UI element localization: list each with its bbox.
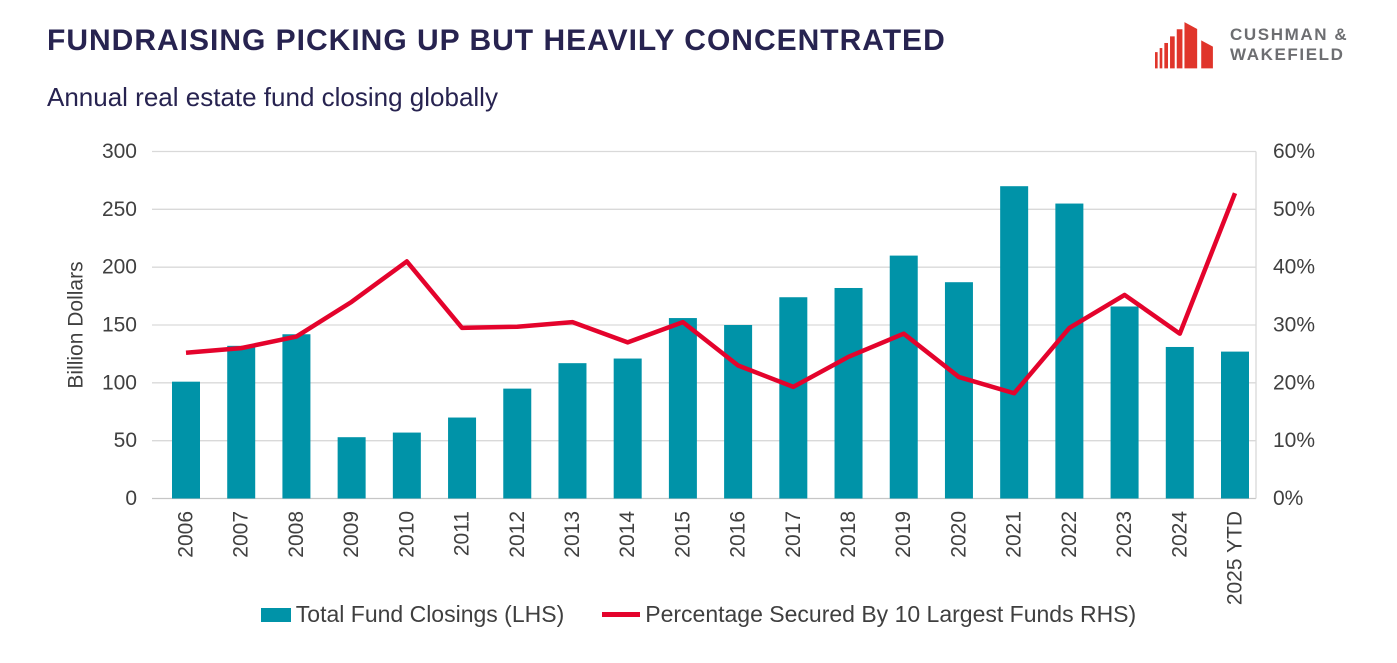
page-title: FUNDRAISING PICKING UP BUT HEAVILY CONCE… xyxy=(47,24,946,57)
bar-2006 xyxy=(172,381,200,499)
x-axis-label-2010: 2010 xyxy=(395,511,418,558)
right-axis-tick-label: 40% xyxy=(1273,256,1315,279)
right-axis-tick-label: 60% xyxy=(1273,140,1315,163)
x-axis-label-2013: 2013 xyxy=(561,511,584,558)
bar-2008 xyxy=(282,334,311,499)
right-axis-tick-label: 0% xyxy=(1273,487,1303,510)
right-axis-tick-label: 10% xyxy=(1273,429,1315,452)
x-axis-label-2009: 2009 xyxy=(340,511,363,558)
left-axis-tick-label: 150 xyxy=(102,314,137,337)
chart-legend: Total Fund Closings (LHS) Percentage Sec… xyxy=(0,601,1397,628)
x-axis-label-2018: 2018 xyxy=(837,511,860,558)
bar-2024 xyxy=(1165,346,1194,499)
right-axis-tick-label: 50% xyxy=(1273,198,1315,221)
legend-item-bars: Total Fund Closings (LHS) xyxy=(260,601,565,628)
bar-2016 xyxy=(724,325,753,499)
right-axis-tick-label: 20% xyxy=(1273,371,1315,394)
x-axis-label-2020: 2020 xyxy=(947,511,970,558)
bar-2010 xyxy=(392,432,421,499)
line-series-label: Percentage Secured By 10 Largest Funds R… xyxy=(645,601,1137,627)
company-logo: CUSHMAN & WAKEFIELD xyxy=(1155,20,1348,69)
x-axis-label-2015: 2015 xyxy=(671,511,694,558)
legend-item-line: Percentage Secured By 10 Largest Funds R… xyxy=(602,601,1136,628)
bar-2018 xyxy=(834,287,863,499)
bar-2020 xyxy=(944,282,973,499)
bar-series-label: Total Fund Closings (LHS) xyxy=(295,601,565,627)
bar-2021 xyxy=(1000,186,1029,499)
left-axis-title: Billion Dollars xyxy=(65,261,88,388)
bar-2014 xyxy=(613,358,642,499)
left-axis-tick-label: 50 xyxy=(114,429,137,452)
bar-2023 xyxy=(1110,306,1139,499)
x-axis-label-2008: 2008 xyxy=(285,511,308,558)
logo-line2: WAKEFIELD xyxy=(1230,44,1345,64)
x-axis-label-2014: 2014 xyxy=(616,511,639,558)
bar-2019 xyxy=(889,255,918,499)
bar-2015 xyxy=(668,318,697,499)
x-axis-label-2025-ytd: 2025 YTD xyxy=(1224,511,1247,605)
bar-2011 xyxy=(448,417,477,499)
left-axis-tick-label: 300 xyxy=(102,140,137,163)
page-subtitle: Annual real estate fund closing globally xyxy=(47,82,498,112)
right-axis-tick-label: 30% xyxy=(1273,314,1315,337)
bar-2013 xyxy=(558,363,587,499)
bar-2009 xyxy=(337,437,366,499)
logo-wordmark: CUSHMAN & WAKEFIELD xyxy=(1230,25,1348,64)
bar-2017 xyxy=(779,297,808,499)
x-axis-label-2023: 2023 xyxy=(1113,511,1136,558)
x-axis-label-2017: 2017 xyxy=(782,511,805,558)
x-axis-label-2012: 2012 xyxy=(506,511,529,558)
percentage-trend-line xyxy=(185,192,1238,396)
line-series-swatch xyxy=(602,612,641,617)
bar-2007 xyxy=(227,345,256,499)
logo-building-icon xyxy=(1155,22,1213,69)
x-axis-label-2021: 2021 xyxy=(1003,511,1026,558)
x-axis-label-2016: 2016 xyxy=(727,511,750,558)
bar-series-swatch xyxy=(260,607,291,622)
bar-2025-ytd xyxy=(1221,351,1249,499)
x-axis-label-2007: 2007 xyxy=(230,511,253,558)
bar-2022 xyxy=(1055,203,1084,499)
x-axis-label-2011: 2011 xyxy=(451,511,474,556)
left-axis-tick-label: 200 xyxy=(102,256,137,279)
x-axis-label-2024: 2024 xyxy=(1168,511,1191,558)
left-axis-tick-label: 250 xyxy=(102,198,137,221)
bar-2012 xyxy=(503,388,532,499)
x-axis-label-2006: 2006 xyxy=(175,511,198,558)
logo-line1: CUSHMAN & xyxy=(1230,24,1349,44)
x-axis-label-2019: 2019 xyxy=(892,511,915,558)
x-axis-label-2022: 2022 xyxy=(1058,511,1081,558)
left-axis-tick-label: 0 xyxy=(125,487,137,510)
left-axis-tick-label: 100 xyxy=(102,371,137,394)
